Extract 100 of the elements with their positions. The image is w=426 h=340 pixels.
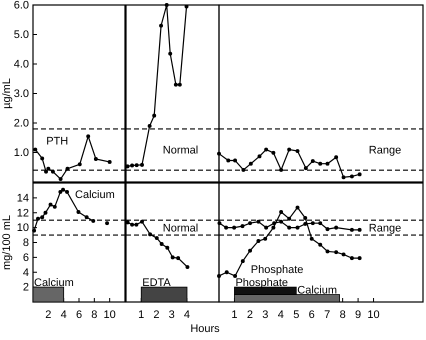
y-tick-label: 2 <box>22 282 29 294</box>
point <box>350 228 354 232</box>
point <box>226 158 230 162</box>
point <box>168 52 172 56</box>
point <box>287 216 292 221</box>
point <box>241 168 246 172</box>
point <box>334 155 338 160</box>
y-tick-label: 14 <box>16 192 29 204</box>
point <box>40 215 44 220</box>
point <box>233 274 238 278</box>
point <box>334 250 338 254</box>
x-tick-label: 8 <box>91 308 98 321</box>
point <box>256 220 260 224</box>
point <box>350 174 354 178</box>
point <box>105 221 110 226</box>
point <box>170 255 175 260</box>
point <box>342 175 346 180</box>
point <box>148 232 152 236</box>
point <box>65 190 69 194</box>
point <box>164 3 169 7</box>
point <box>50 170 55 174</box>
x-tick-label: 2 <box>246 308 253 321</box>
point <box>279 168 284 172</box>
point <box>178 82 182 87</box>
point <box>318 221 322 226</box>
point <box>160 242 164 246</box>
x-tick-label: 9 <box>355 308 362 321</box>
x-axis-title: Hours <box>190 323 220 335</box>
point <box>287 226 292 230</box>
series-label: Calcium <box>75 188 115 201</box>
point <box>318 162 322 166</box>
point <box>240 259 245 264</box>
point <box>78 162 82 166</box>
point <box>258 154 262 158</box>
x-tick-label: 10 <box>104 308 116 321</box>
point <box>304 166 308 170</box>
point <box>358 256 362 260</box>
point <box>36 216 40 221</box>
point <box>140 162 144 167</box>
point <box>76 210 80 214</box>
x-tick-label: 10 <box>367 308 380 321</box>
point <box>334 226 338 230</box>
point <box>176 256 180 260</box>
y-axis-title: µg/mL <box>1 78 13 109</box>
x-tick-label: 1 <box>138 308 144 321</box>
ref-line-label: Normal <box>162 222 198 235</box>
point <box>140 220 144 224</box>
point <box>326 227 330 232</box>
point <box>318 242 322 247</box>
point <box>248 221 252 226</box>
y-tick-label: 6.0 <box>14 0 29 12</box>
point <box>108 160 112 164</box>
point <box>232 226 236 230</box>
point <box>296 206 300 210</box>
point <box>165 246 170 250</box>
x-tick-label: 6 <box>76 308 82 321</box>
point <box>44 210 48 215</box>
point <box>134 163 139 168</box>
point <box>91 218 96 223</box>
point <box>264 226 268 230</box>
y-tick-label: 10 <box>16 222 29 234</box>
x-tick-label: 4 <box>278 308 284 321</box>
x-tick-label: 3 <box>262 308 268 321</box>
series-label: Phosphate <box>250 264 304 276</box>
point <box>218 221 222 226</box>
point <box>66 166 70 171</box>
x-tick-label: 2 <box>45 308 52 321</box>
y-tick-label: 3.0 <box>14 88 29 100</box>
point <box>217 274 221 278</box>
point <box>350 256 354 260</box>
point <box>134 222 138 227</box>
point <box>52 204 57 209</box>
point <box>130 222 134 227</box>
band-label: Calcium <box>34 277 74 290</box>
point <box>40 156 44 160</box>
x-tick-label: 4 <box>60 308 67 321</box>
point <box>263 236 268 241</box>
point <box>58 177 63 181</box>
point <box>152 114 156 118</box>
point <box>248 162 253 166</box>
point <box>48 202 53 207</box>
point <box>46 166 50 171</box>
point <box>174 82 178 87</box>
series-label: PTH <box>46 135 68 148</box>
x-tick-label: 1 <box>231 308 238 321</box>
x-tick-label: 7 <box>324 308 330 321</box>
point <box>279 220 284 224</box>
point <box>58 190 62 194</box>
band-label: EDTA <box>142 277 172 290</box>
x-tick-label: 2 <box>153 308 160 321</box>
point <box>44 170 48 174</box>
x-tick-label: 3 <box>168 308 175 321</box>
point <box>84 215 89 220</box>
point <box>296 226 300 230</box>
point <box>154 236 159 240</box>
point <box>296 149 300 153</box>
point <box>217 152 221 156</box>
point <box>326 162 330 166</box>
point <box>310 159 315 164</box>
point <box>358 228 362 232</box>
